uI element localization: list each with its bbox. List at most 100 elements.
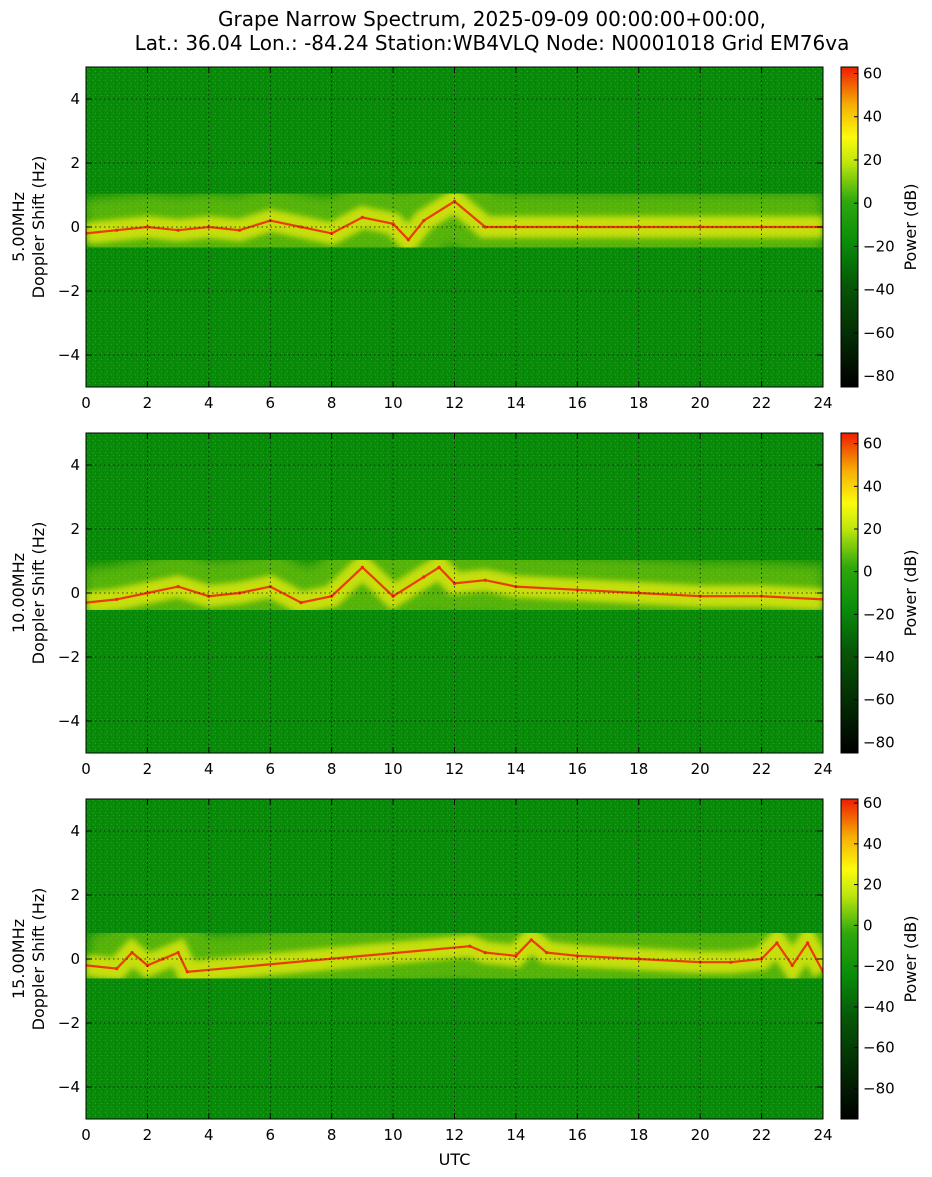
y-tick-label: −2	[58, 282, 80, 300]
carrier-trace-point	[115, 228, 119, 232]
colorbar-tick-label: 60	[863, 794, 882, 812]
carrier-trace-point	[514, 225, 518, 229]
carrier-trace-point	[452, 199, 457, 203]
carrier-trace-point	[237, 228, 242, 232]
y-axis-label-line-1: 5.00MHz	[9, 192, 28, 262]
carrier-trace-point	[452, 581, 457, 586]
x-tick-label: 2	[143, 1126, 153, 1144]
y-tick-label: −2	[58, 1014, 80, 1032]
y-tick-label: 4	[70, 822, 80, 840]
colorbar-tick-label: −20	[863, 605, 895, 623]
x-tick-label: 18	[629, 760, 648, 778]
colorbar-tick-label: 60	[863, 64, 882, 82]
x-tick-label: 0	[81, 1126, 91, 1144]
x-tick-label: 12	[445, 394, 464, 412]
x-tick-label: 0	[81, 394, 91, 412]
colorbar-gradient	[840, 432, 859, 754]
y-axis-label-line-2: Doppler Shift (Hz)	[29, 156, 48, 299]
x-tick-label: 0	[81, 760, 91, 778]
y-axis-label-line-2: Doppler Shift (Hz)	[29, 888, 48, 1031]
y-tick-label: 0	[70, 218, 80, 236]
carrier-trace-point	[176, 585, 180, 589]
carrier-trace-point	[545, 951, 549, 955]
colorbar-gradient	[840, 798, 859, 1120]
y-tick-label: 2	[70, 886, 80, 904]
y-tick-label: 0	[70, 950, 80, 968]
x-tick-label: 20	[691, 760, 710, 778]
x-tick-label: 14	[506, 760, 525, 778]
colorbar-label: Power (dB)	[901, 183, 920, 270]
colorbar-tick-label: 0	[863, 563, 873, 581]
colorbar-tick-label: −60	[863, 691, 895, 709]
x-tick-label: 10	[384, 394, 403, 412]
carrier-trace-point	[575, 954, 579, 958]
x-tick-label: 14	[506, 1126, 525, 1144]
colorbar: 60 40 20 0 −20 −40 −60 −80 Power (dB)	[840, 64, 920, 388]
x-tick-label: 4	[204, 394, 214, 412]
colorbar-tick-label: −20	[863, 957, 895, 975]
carrier-trace-point	[406, 238, 411, 242]
carrier-trace-point	[575, 588, 579, 592]
colorbar-tick-label: 20	[863, 151, 882, 169]
carrier-trace-point	[637, 591, 641, 595]
x-tick-label: 18	[629, 394, 648, 412]
y-axis-label-line-2: Doppler Shift (Hz)	[29, 522, 48, 665]
x-tick-label: 8	[327, 394, 337, 412]
carrier-trace-point	[299, 601, 303, 605]
x-tick-label: 8	[327, 760, 337, 778]
colorbar-label: Power (dB)	[901, 915, 920, 1002]
carrier-trace-point	[637, 225, 641, 229]
carrier-trace-point	[483, 225, 487, 229]
x-tick-label: 2	[143, 760, 153, 778]
carrier-trace-point	[360, 565, 364, 570]
x-tick-label: 24	[813, 1126, 832, 1144]
carrier-trace-point	[437, 565, 441, 570]
heatmap-area	[86, 433, 823, 753]
carrier-trace-point	[422, 575, 426, 579]
carrier-trace-point	[360, 215, 364, 219]
chart-title-line-2: Lat.: 36.04 Lon.: -84.24 Station:WB4VLQ …	[135, 31, 850, 55]
x-tick-label: 6	[265, 394, 275, 412]
x-tick-label: 22	[752, 394, 771, 412]
y-tick-label: 4	[70, 456, 80, 474]
x-tick-label: 10	[384, 760, 403, 778]
colorbar-tick-label: −40	[863, 648, 895, 666]
y-tick-label: −4	[58, 1078, 80, 1096]
colorbar-tick-label: 0	[863, 916, 873, 934]
x-tick-label: 16	[568, 394, 587, 412]
y-tick-label: 0	[70, 584, 80, 602]
colorbar-tick-label: −80	[863, 1079, 895, 1097]
carrier-trace-point	[806, 941, 810, 945]
x-tick-label: 24	[813, 760, 832, 778]
carrier-trace-point	[391, 222, 395, 226]
x-tick-label: 4	[204, 1126, 214, 1144]
carrier-trace-point	[130, 951, 134, 955]
x-tick-label: 10	[384, 1126, 403, 1144]
x-tick-label: 18	[629, 1126, 648, 1144]
x-tick-label: 6	[265, 760, 275, 778]
carrier-trace-point	[729, 960, 733, 964]
carrier-trace-point	[185, 970, 189, 974]
chart-title-line-1: Grape Narrow Spectrum, 2025-09-09 00:00:…	[218, 7, 766, 31]
x-axis-label: UTC	[439, 1150, 471, 1169]
y-tick-label: 2	[70, 154, 80, 172]
x-tick-label: 2	[143, 394, 153, 412]
y-tick-label: −2	[58, 648, 80, 666]
colorbar-label: Power (dB)	[901, 549, 920, 636]
carrier-trace-point	[176, 951, 180, 955]
colorbar: 60 40 20 0 −20 −40 −60 −80 Power (dB)	[840, 432, 920, 754]
carrier-trace-point	[115, 597, 119, 602]
colorbar-tick-label: 60	[863, 435, 882, 453]
x-tick-label: 4	[204, 760, 214, 778]
x-tick-label: 22	[752, 1126, 771, 1144]
colorbar-tick-label: 20	[863, 876, 882, 894]
x-tick-label: 20	[691, 1126, 710, 1144]
colorbar-tick-label: −40	[863, 998, 895, 1016]
carrier-trace-point	[176, 228, 180, 232]
colorbar-tick-label: 20	[863, 520, 882, 538]
y-tick-label: −4	[58, 712, 80, 730]
